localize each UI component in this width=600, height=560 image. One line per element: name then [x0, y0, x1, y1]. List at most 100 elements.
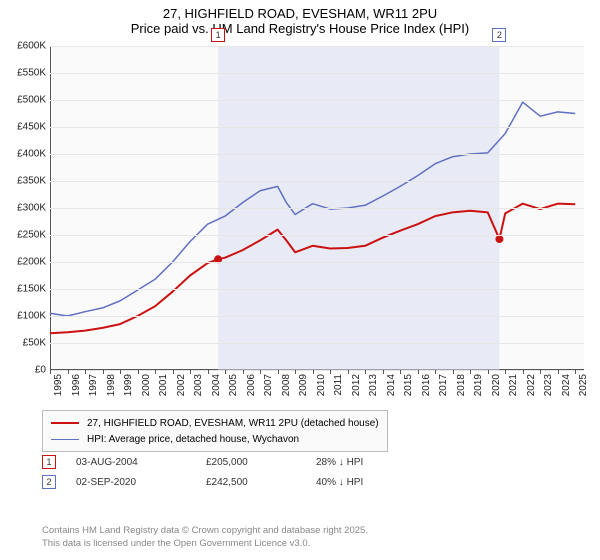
y-tick-label: £150K	[2, 284, 46, 295]
x-tick-mark	[400, 370, 401, 374]
x-tick-mark	[225, 370, 226, 374]
y-tick-label: £200K	[2, 257, 46, 268]
x-tick-label: 1997	[88, 374, 99, 396]
attribution: Contains HM Land Registry data © Crown c…	[42, 525, 368, 550]
legend-label: HPI: Average price, detached house, Wych…	[87, 434, 299, 445]
x-tick-label: 2019	[473, 374, 484, 396]
x-tick-label: 2006	[246, 374, 257, 396]
transaction-row: 103-AUG-2004£205,00028% ↓ HPI	[42, 452, 416, 472]
gridline-h	[50, 235, 584, 236]
gridline-h	[50, 208, 584, 209]
x-tick-label: 2012	[351, 374, 362, 396]
x-tick-mark	[383, 370, 384, 374]
x-tick-label: 2018	[456, 374, 467, 396]
attribution-line1: Contains HM Land Registry data © Crown c…	[42, 525, 368, 537]
x-tick-label: 2002	[176, 374, 187, 396]
chart-container: 27, HIGHFIELD ROAD, EVESHAM, WR11 2PU Pr…	[0, 0, 600, 560]
x-tick-mark	[453, 370, 454, 374]
x-tick-label: 2009	[298, 374, 309, 396]
y-tick-label: £550K	[2, 68, 46, 79]
y-tick-label: £300K	[2, 203, 46, 214]
transaction-delta: 40% ↓ HPI	[316, 477, 416, 488]
gridline-h	[50, 46, 584, 47]
y-tick-label: £450K	[2, 122, 46, 133]
y-tick-label: £350K	[2, 176, 46, 187]
x-tick-label: 2020	[491, 374, 502, 396]
transaction-price: £205,000	[206, 457, 316, 468]
x-tick-label: 2007	[263, 374, 274, 396]
x-tick-label: 2021	[508, 374, 519, 396]
transaction-marker: 1	[42, 455, 56, 469]
x-tick-mark	[278, 370, 279, 374]
x-tick-mark	[50, 370, 51, 374]
x-tick-label: 2015	[403, 374, 414, 396]
transaction-date: 02-SEP-2020	[76, 477, 206, 488]
x-tick-label: 1995	[53, 374, 64, 396]
x-tick-mark	[540, 370, 541, 374]
x-tick-label: 1996	[71, 374, 82, 396]
marker-label: 1	[211, 28, 225, 42]
legend-swatch	[51, 439, 79, 440]
transaction-delta: 28% ↓ HPI	[316, 457, 416, 468]
x-tick-mark	[313, 370, 314, 374]
x-tick-label: 2013	[368, 374, 379, 396]
title-subtitle: Price paid vs. HM Land Registry's House …	[0, 21, 600, 36]
x-tick-label: 2014	[386, 374, 397, 396]
gridline-h	[50, 181, 584, 182]
x-tick-mark	[120, 370, 121, 374]
y-tick-label: £250K	[2, 230, 46, 241]
transaction-marker: 2	[42, 475, 56, 489]
y-tick-label: £500K	[2, 95, 46, 106]
title-address: 27, HIGHFIELD ROAD, EVESHAM, WR11 2PU	[0, 6, 600, 21]
gridline-h	[50, 370, 584, 371]
gridline-h	[50, 154, 584, 155]
gridline-h	[50, 100, 584, 101]
legend-swatch	[51, 422, 79, 424]
x-tick-mark	[365, 370, 366, 374]
x-tick-label: 2023	[543, 374, 554, 396]
x-tick-label: 1998	[106, 374, 117, 396]
x-tick-mark	[85, 370, 86, 374]
x-tick-label: 1999	[123, 374, 134, 396]
x-tick-mark	[470, 370, 471, 374]
x-tick-mark	[155, 370, 156, 374]
marker-label: 2	[492, 28, 506, 42]
x-tick-mark	[488, 370, 489, 374]
x-tick-label: 2003	[193, 374, 204, 396]
legend-row: HPI: Average price, detached house, Wych…	[51, 431, 379, 447]
x-tick-label: 2010	[316, 374, 327, 396]
y-tick-label: £50K	[2, 338, 46, 349]
gridline-h	[50, 316, 584, 317]
x-tick-mark	[138, 370, 139, 374]
x-tick-label: 2005	[228, 374, 239, 396]
y-tick-label: £100K	[2, 311, 46, 322]
x-tick-mark	[575, 370, 576, 374]
x-tick-label: 2025	[578, 374, 589, 396]
x-tick-mark	[330, 370, 331, 374]
x-tick-mark	[348, 370, 349, 374]
x-tick-mark	[558, 370, 559, 374]
gridline-h	[50, 343, 584, 344]
legend-row: 27, HIGHFIELD ROAD, EVESHAM, WR11 2PU (d…	[51, 415, 379, 431]
legend-label: 27, HIGHFIELD ROAD, EVESHAM, WR11 2PU (d…	[87, 418, 379, 429]
y-tick-label: £0	[2, 365, 46, 376]
x-tick-mark	[68, 370, 69, 374]
gridline-h	[50, 73, 584, 74]
x-tick-label: 2024	[561, 374, 572, 396]
x-tick-mark	[190, 370, 191, 374]
x-tick-label: 2008	[281, 374, 292, 396]
marker-dot	[495, 235, 503, 243]
transaction-price: £242,500	[206, 477, 316, 488]
gridline-h	[50, 262, 584, 263]
x-tick-label: 2004	[211, 374, 222, 396]
transactions-table: 103-AUG-2004£205,00028% ↓ HPI 2 02-SEP-202…	[42, 452, 416, 492]
x-tick-mark	[260, 370, 261, 374]
x-tick-label: 2017	[438, 374, 449, 396]
gridline-h	[50, 289, 584, 290]
y-tick-label: £400K	[2, 149, 46, 160]
plot-area: £0£50K£100K£150K£200K£250K£300K£350K£400…	[50, 46, 584, 370]
gridline-h	[50, 127, 584, 128]
x-tick-mark	[103, 370, 104, 374]
x-tick-mark	[173, 370, 174, 374]
x-tick-label: 2011	[333, 374, 344, 396]
